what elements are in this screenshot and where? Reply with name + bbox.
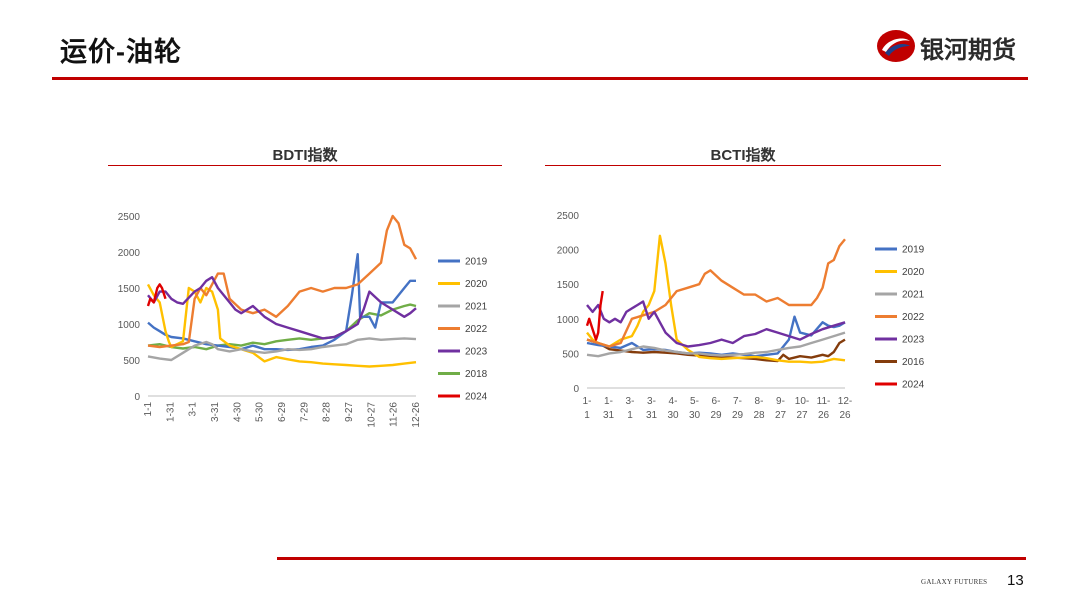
bcti-chart: 0 500 1000 1500 2000 2500 1-1 1-31 3-1 3-31 4-30 5-… [557,211,925,421]
bdti-x-tick-label: 4-30 [232,402,243,422]
bcti-legend-label-2022: 2022 [902,312,925,323]
bdti-y-tick-label: 1000 [118,320,141,331]
bdti-y-tick-label: 500 [123,356,140,367]
company-logo: 银河期货 [876,28,1036,64]
bcti-x-tick-label: 6-29 [710,396,722,421]
bdti-legend-label-2019: 2019 [465,257,488,268]
bcti-y-tick-label: 2000 [557,246,580,257]
bcti-x-tick-label: 9-27 [775,396,787,421]
bdti-x-tick-label: 12-26 [411,402,422,428]
bdti-chart-title: BDTI指数 [272,147,338,164]
bcti-x-tick-label: 8-28 [753,396,765,421]
bdti-series-2021 [147,337,417,362]
bcti-x-tick-label: 12-26 [838,396,852,421]
bdti-x-tick-label: 11-26 [389,402,400,427]
bcti-legend-label-2024: 2024 [902,380,925,391]
bcti-x-tick-label: 5-30 [689,396,701,421]
bdti-legend-label-2018: 2018 [465,369,488,380]
bcti-legend-label-2019: 2019 [902,245,925,256]
bcti-legend-label-2016: 2016 [902,357,925,368]
bdti-x-tick-label: 3-1 [188,402,199,417]
company-logo-text: 银河期货 [920,37,1016,64]
bdti-legend-label-2024: 2024 [465,392,488,403]
bcti-x-tick-label: 3-31 [646,396,658,421]
bdti-x-tick-label: 1-1 [143,402,154,417]
bdti-x-tick-label: 3-31 [210,402,221,422]
bcti-x-tick-label: 1-31 [603,396,615,421]
bcti-title-divider [545,165,941,166]
bdti-x-tick-label: 6-29 [277,402,288,422]
bcti-series-2024 [585,290,604,341]
bdti-legend-label-2022: 2022 [465,324,488,335]
bcti-chart-title: BCTI指数 [710,147,776,164]
page-number: 13 [1007,572,1024,589]
bcti-x-tick-label: 4-30 [667,396,679,421]
footer-brand: GALAXY FUTURES [921,578,988,586]
bdti-x-tick-label: 1-31 [165,402,176,422]
galaxy-logo-icon [877,30,915,62]
bcti-y-tick-label: 2500 [557,211,580,222]
bdti-legend-label-2021: 2021 [465,302,488,313]
bdti-x-tick-label: 9-27 [344,402,355,422]
bdti-series-2023 [147,276,417,340]
bcti-series-2022 [586,238,846,348]
bdti-y-tick-label: 2000 [118,248,141,259]
bcti-y-tick-label: 500 [562,349,579,360]
bdti-legend-label-2023: 2023 [465,347,488,358]
bcti-x-tick-label: 10-27 [795,396,809,421]
bdti-x-tick-label: 7-29 [299,402,310,422]
bdti-series-2024 [146,283,167,307]
bcti-series-2021 [586,331,846,358]
bdti-chart-panel: BDTI指数 0 500 1000 1500 2000 2500 1-1 1-31 3-1 3-3… [108,138,502,438]
bcti-x-tick-label: 1-1 [583,396,592,421]
bcti-series-2020 [586,234,846,364]
bdti-y-tick-label: 0 [134,392,140,403]
footer-divider [277,557,1026,560]
bcti-x-tick-label: 11-26 [817,396,831,421]
bdti-chart: 0 500 1000 1500 2000 2500 1-1 1-31 3-1 3-31 4-30 5-… [118,212,488,428]
bdti-title-divider [108,165,502,166]
bcti-legend-label-2021: 2021 [902,290,925,301]
bdti-x-tick-label: 8-28 [322,402,333,422]
bcti-y-tick-label: 1000 [557,315,580,326]
bdti-x-tick-label: 10-27 [366,402,377,428]
header-divider [52,77,1028,80]
bdti-y-tick-label: 1500 [118,284,141,295]
bcti-y-tick-label: 0 [573,384,579,395]
bcti-y-tick-label: 1500 [557,280,580,291]
bdti-x-tick-label: 5-30 [255,402,266,422]
bcti-legend-label-2023: 2023 [902,335,925,346]
bcti-legend-label-2020: 2020 [902,267,925,278]
bdti-series-2022 [147,214,418,349]
bcti-chart-panel: BCTI指数 0 500 1000 1500 2000 2500 1-1 1-31 3-1 3-3… [545,138,941,438]
bcti-series-2023 [586,300,846,348]
page-title: 运价-油轮 [60,37,182,67]
bdti-y-tick-label: 2500 [118,212,141,223]
bcti-x-tick-label: 7-29 [732,396,744,421]
bcti-x-tick-label: 3-1 [626,396,635,421]
bdti-legend-label-2020: 2020 [465,279,488,290]
